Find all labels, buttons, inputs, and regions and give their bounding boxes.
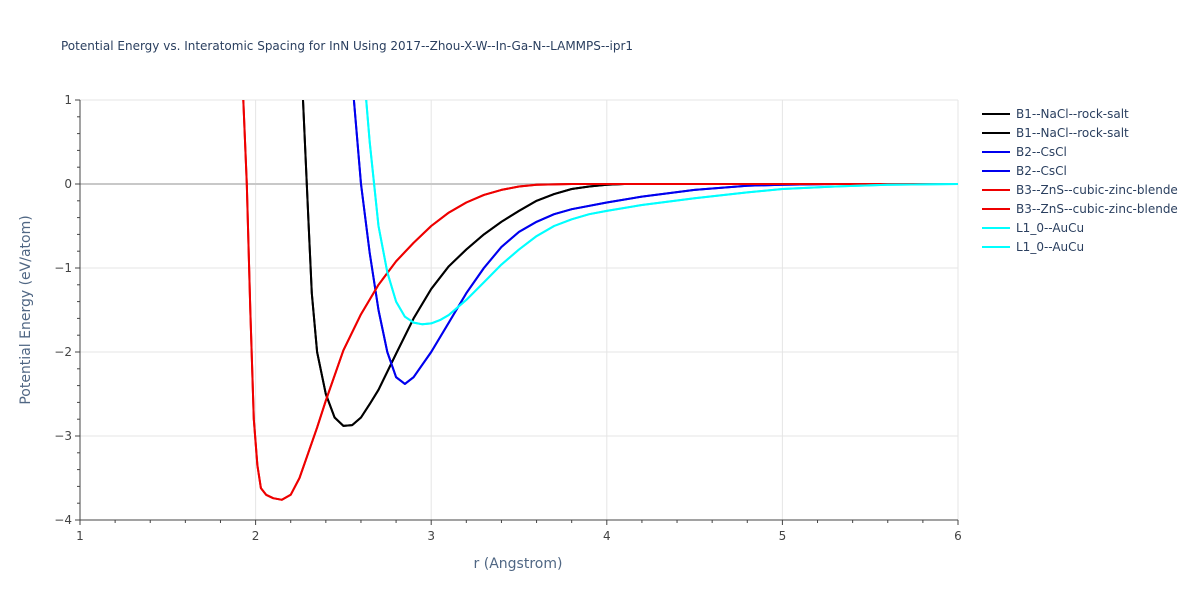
y-tick-label: −3 bbox=[54, 429, 72, 443]
series-line-7 bbox=[365, 100, 958, 326]
x-tick-label: 5 bbox=[779, 529, 787, 543]
legend-item[interactable]: B3--ZnS--cubic-zinc-blende bbox=[982, 202, 1178, 216]
series-line-5 bbox=[242, 100, 958, 501]
x-axis-title: r (Angstrom) bbox=[474, 556, 563, 572]
y-tick-label: −4 bbox=[54, 513, 72, 527]
legend-item[interactable]: B2--CsCl bbox=[982, 145, 1067, 159]
legend-item[interactable]: B1--NaCl--rock-salt bbox=[982, 126, 1129, 140]
x-tick-label: 6 bbox=[954, 529, 962, 543]
series-layer bbox=[242, 100, 958, 501]
legend-item[interactable]: L1_0--AuCu bbox=[982, 221, 1084, 235]
legend[interactable]: B1--NaCl--rock-salt B1--NaCl--rock-salt B2… bbox=[982, 107, 1178, 254]
x-tick-label: 1 bbox=[76, 529, 84, 543]
legend-label: B3--ZnS--cubic-zinc-blende bbox=[1016, 202, 1178, 216]
legend-item[interactable]: B1--NaCl--rock-salt bbox=[982, 107, 1129, 121]
x-tick-label: 4 bbox=[603, 529, 611, 543]
legend-label: B2--CsCl bbox=[1016, 164, 1067, 178]
x-tick-label: 3 bbox=[427, 529, 435, 543]
y-tick-label: 0 bbox=[64, 177, 72, 191]
legend-label: B1--NaCl--rock-salt bbox=[1016, 126, 1129, 140]
legend-item[interactable]: B2--CsCl bbox=[982, 164, 1067, 178]
series-line-3 bbox=[352, 100, 958, 385]
legend-label: B1--NaCl--rock-salt bbox=[1016, 107, 1129, 121]
y-tick-label: −1 bbox=[54, 261, 72, 275]
legend-label: B3--ZnS--cubic-zinc-blende bbox=[1016, 183, 1178, 197]
legend-item[interactable]: L1_0--AuCu bbox=[982, 240, 1084, 254]
y-tick-label: 1 bbox=[64, 93, 72, 107]
legend-label: B2--CsCl bbox=[1016, 145, 1067, 159]
tick-labels: 1 2 3 4 5 6 −4 −3 −2 −1 0 1 bbox=[54, 93, 962, 543]
y-tick-label: −2 bbox=[54, 345, 72, 359]
x-tick-label: 2 bbox=[252, 529, 260, 543]
legend-label: L1_0--AuCu bbox=[1016, 221, 1084, 235]
legend-label: L1_0--AuCu bbox=[1016, 240, 1084, 254]
legend-item[interactable]: B3--ZnS--cubic-zinc-blende bbox=[982, 183, 1178, 197]
y-axis-title: Potential Energy (eV/atom) bbox=[18, 215, 34, 404]
chart-title: Potential Energy vs. Interatomic Spacing… bbox=[61, 39, 633, 53]
axes bbox=[75, 99, 959, 525]
